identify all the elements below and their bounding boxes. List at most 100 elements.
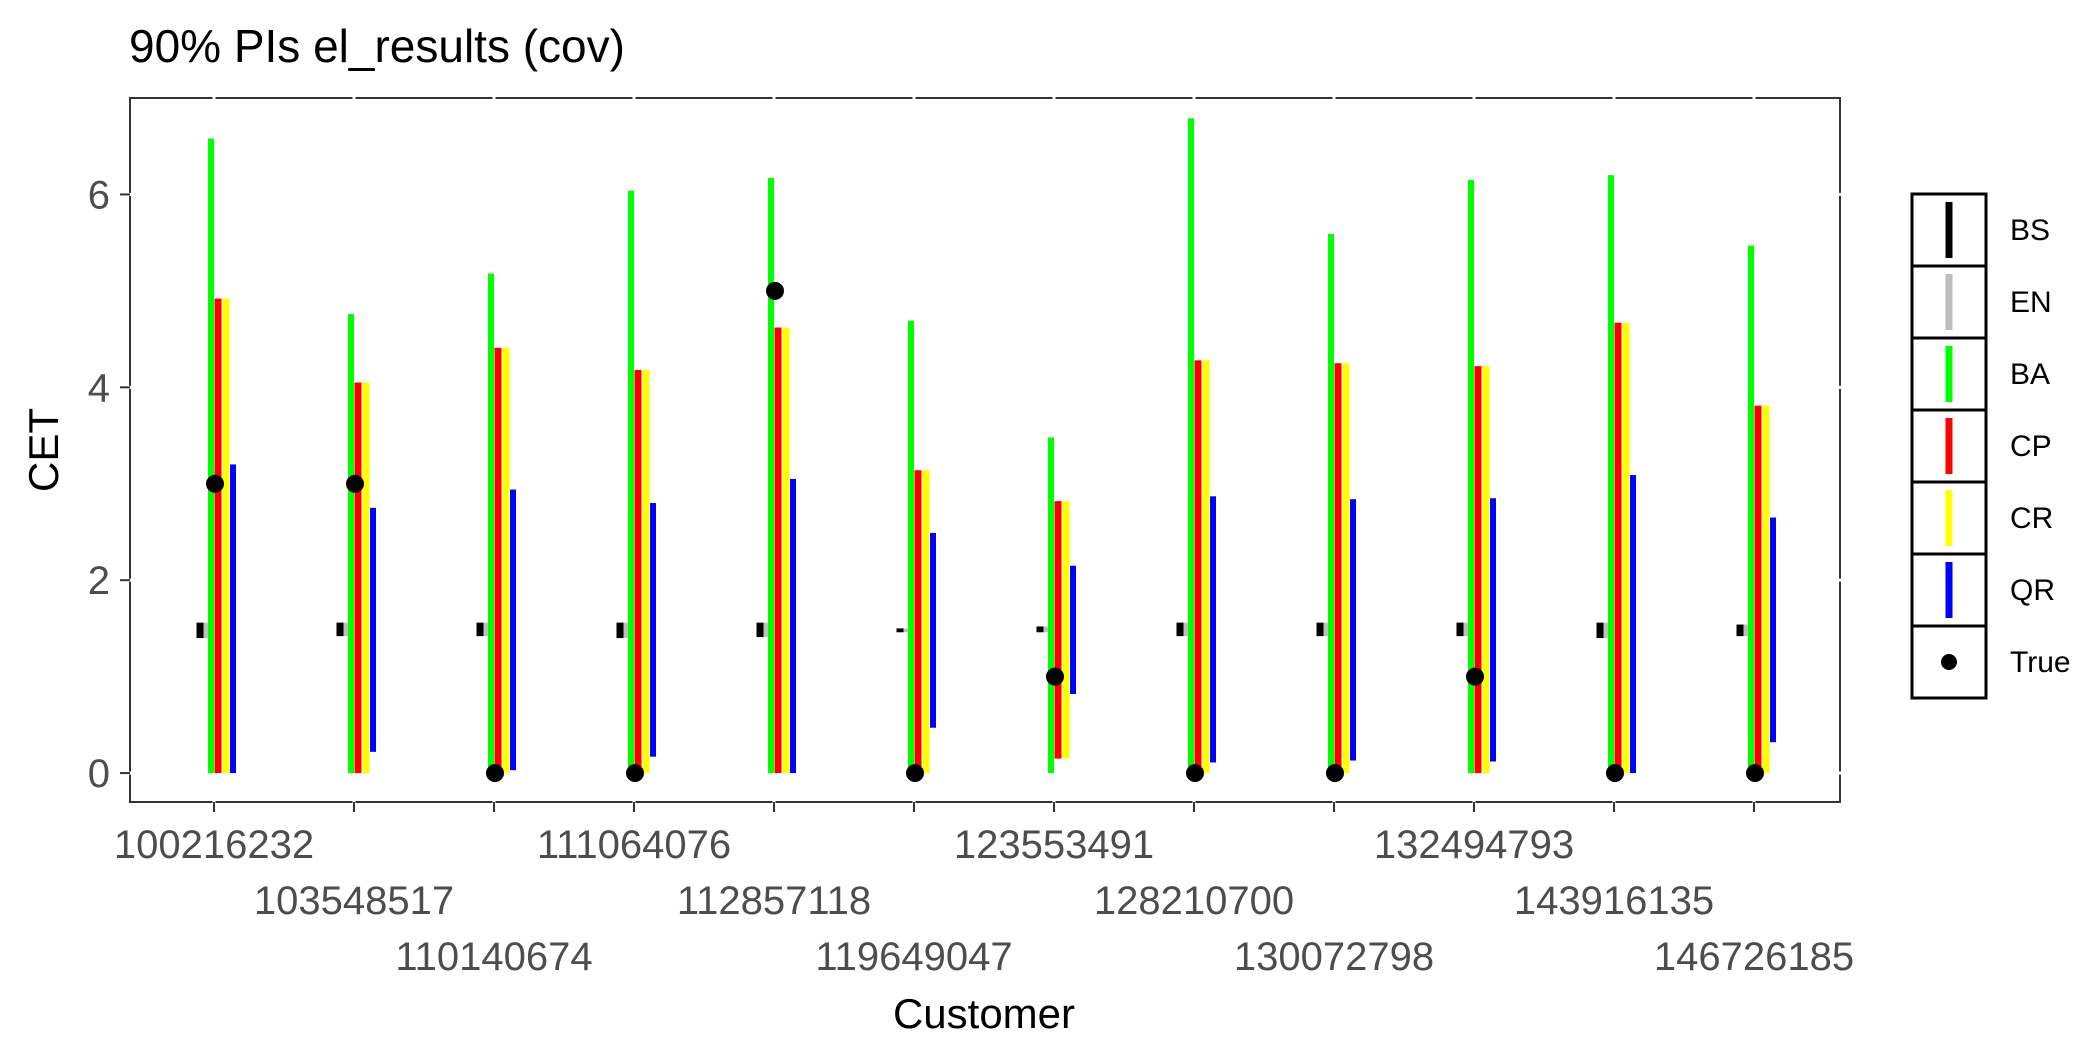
y-axis: 0 2 4 6 xyxy=(88,173,130,796)
interval-cp-110140674 xyxy=(494,347,502,774)
plot-panel xyxy=(129,97,1841,803)
interval-bs-128210700 xyxy=(1176,622,1184,637)
y-tick-label: 2 xyxy=(88,559,110,603)
x-tick-label: 143916135 xyxy=(1514,879,1714,923)
interval-cp-103548517 xyxy=(354,382,362,774)
true-point-103548517 xyxy=(346,474,364,493)
x-tick-label: 132494793 xyxy=(1374,823,1574,867)
true-point-110140674 xyxy=(486,764,504,783)
x-tick-label: 123553491 xyxy=(954,823,1154,867)
x-tick-label: 110140674 xyxy=(395,935,592,979)
interval-qr-110140674 xyxy=(510,489,516,771)
interval-ba-132494793 xyxy=(1468,179,1474,774)
y-tick-label: 4 xyxy=(88,366,110,410)
interval-cr-111064076 xyxy=(642,369,650,774)
interval-ba-123553491 xyxy=(1048,437,1054,774)
x-tick-label: 103548517 xyxy=(254,879,454,923)
legend-item-cp: CP xyxy=(1910,408,2052,484)
legend-key-bar xyxy=(1945,202,1953,258)
interval-ba-143916135 xyxy=(1608,175,1614,774)
legend-label: QR xyxy=(2010,574,2055,607)
interval-ba-119649047 xyxy=(908,320,914,774)
interval-bs-146726185 xyxy=(1736,624,1744,637)
interval-en-132494793 xyxy=(1463,622,1471,637)
true-point-112857118 xyxy=(766,281,784,300)
interval-cr-130072798 xyxy=(1342,363,1350,774)
interval-cr-146726185 xyxy=(1762,405,1770,774)
legend-item-ba: BA xyxy=(1910,336,2050,412)
interval-cr-112857118 xyxy=(782,327,790,774)
x-tick-label: 146726185 xyxy=(1654,935,1854,979)
x-axis: 100216232 103548517 110140674 111064076 1128… xyxy=(114,802,1854,979)
interval-qr-119649047 xyxy=(930,532,936,728)
x-tick-label: 128210700 xyxy=(1094,879,1294,923)
legend-item-true: True xyxy=(1910,624,2071,700)
interval-qr-100216232 xyxy=(230,464,236,774)
y-axis-title: CET xyxy=(20,408,67,492)
interval-qr-130072798 xyxy=(1350,499,1356,761)
interval-bs-130072798 xyxy=(1316,622,1324,637)
interval-cp-146726185 xyxy=(1754,405,1762,774)
legend-label: EN xyxy=(2010,286,2052,319)
interval-ba-103548517 xyxy=(348,314,354,774)
true-point-130072798 xyxy=(1326,764,1344,783)
interval-cp-132494793 xyxy=(1474,366,1482,774)
interval-en-112857118 xyxy=(763,622,771,638)
interval-bs-100216232 xyxy=(196,622,204,639)
interval-cr-103548517 xyxy=(362,382,370,774)
interval-bs-119649047 xyxy=(896,628,904,633)
legend-key-point xyxy=(1941,654,1957,670)
legend-key-bar xyxy=(1945,418,1953,474)
series-bs xyxy=(196,622,1744,639)
legend-key-bar xyxy=(1945,274,1953,330)
legend: BS EN BA CP CR QR True xyxy=(1910,192,2071,700)
interval-cr-128210700 xyxy=(1202,360,1210,774)
legend-label: CP xyxy=(2010,430,2052,463)
interval-bs-112857118 xyxy=(756,622,764,638)
interval-en-110140674 xyxy=(483,622,491,637)
interval-bs-143916135 xyxy=(1596,622,1604,639)
interval-cr-132494793 xyxy=(1482,366,1490,774)
legend-key-bar xyxy=(1945,346,1953,402)
true-point-132494793 xyxy=(1466,667,1484,686)
x-tick-label: 112857118 xyxy=(677,879,871,923)
interval-en-143916135 xyxy=(1603,622,1611,639)
interval-en-128210700 xyxy=(1183,622,1191,637)
interval-cp-119649047 xyxy=(914,470,922,774)
interval-qr-112857118 xyxy=(790,478,796,774)
interval-cp-123553491 xyxy=(1054,501,1062,759)
interval-en-103548517 xyxy=(343,622,351,637)
x-tick-label: 119649047 xyxy=(815,935,1012,979)
chart-title: 90% PIs el_results (cov) xyxy=(129,20,625,72)
legend-label: CR xyxy=(2010,502,2053,535)
interval-bs-110140674 xyxy=(476,622,484,637)
legend-label: True xyxy=(2010,646,2071,679)
interval-ba-128210700 xyxy=(1188,118,1194,774)
x-axis-title: Customer xyxy=(893,990,1075,1037)
interval-en-123553491 xyxy=(1043,626,1051,633)
true-point-111064076 xyxy=(626,764,644,783)
interval-bs-132494793 xyxy=(1456,622,1464,637)
interval-cp-128210700 xyxy=(1194,360,1202,774)
interval-cr-100216232 xyxy=(222,298,230,774)
interval-qr-103548517 xyxy=(370,507,376,752)
legend-label: BS xyxy=(2010,214,2050,247)
series-cr xyxy=(222,298,1770,774)
interval-qr-123553491 xyxy=(1070,565,1076,694)
series-en xyxy=(203,622,1751,639)
interval-cp-130072798 xyxy=(1334,363,1342,774)
true-point-100216232 xyxy=(206,474,224,493)
interval-en-111064076 xyxy=(623,622,631,639)
legend-key-bar xyxy=(1945,562,1953,618)
interval-qr-132494793 xyxy=(1490,498,1496,762)
true-point-128210700 xyxy=(1186,764,1204,783)
series-qr xyxy=(230,464,1776,774)
interval-cp-100216232 xyxy=(214,298,222,774)
interval-qr-146726185 xyxy=(1770,517,1776,743)
legend-item-bs: BS xyxy=(1910,192,2050,268)
interval-en-146726185 xyxy=(1743,624,1751,637)
true-point-146726185 xyxy=(1746,764,1764,783)
interval-cr-119649047 xyxy=(922,470,930,774)
interval-ba-146726185 xyxy=(1748,245,1754,774)
